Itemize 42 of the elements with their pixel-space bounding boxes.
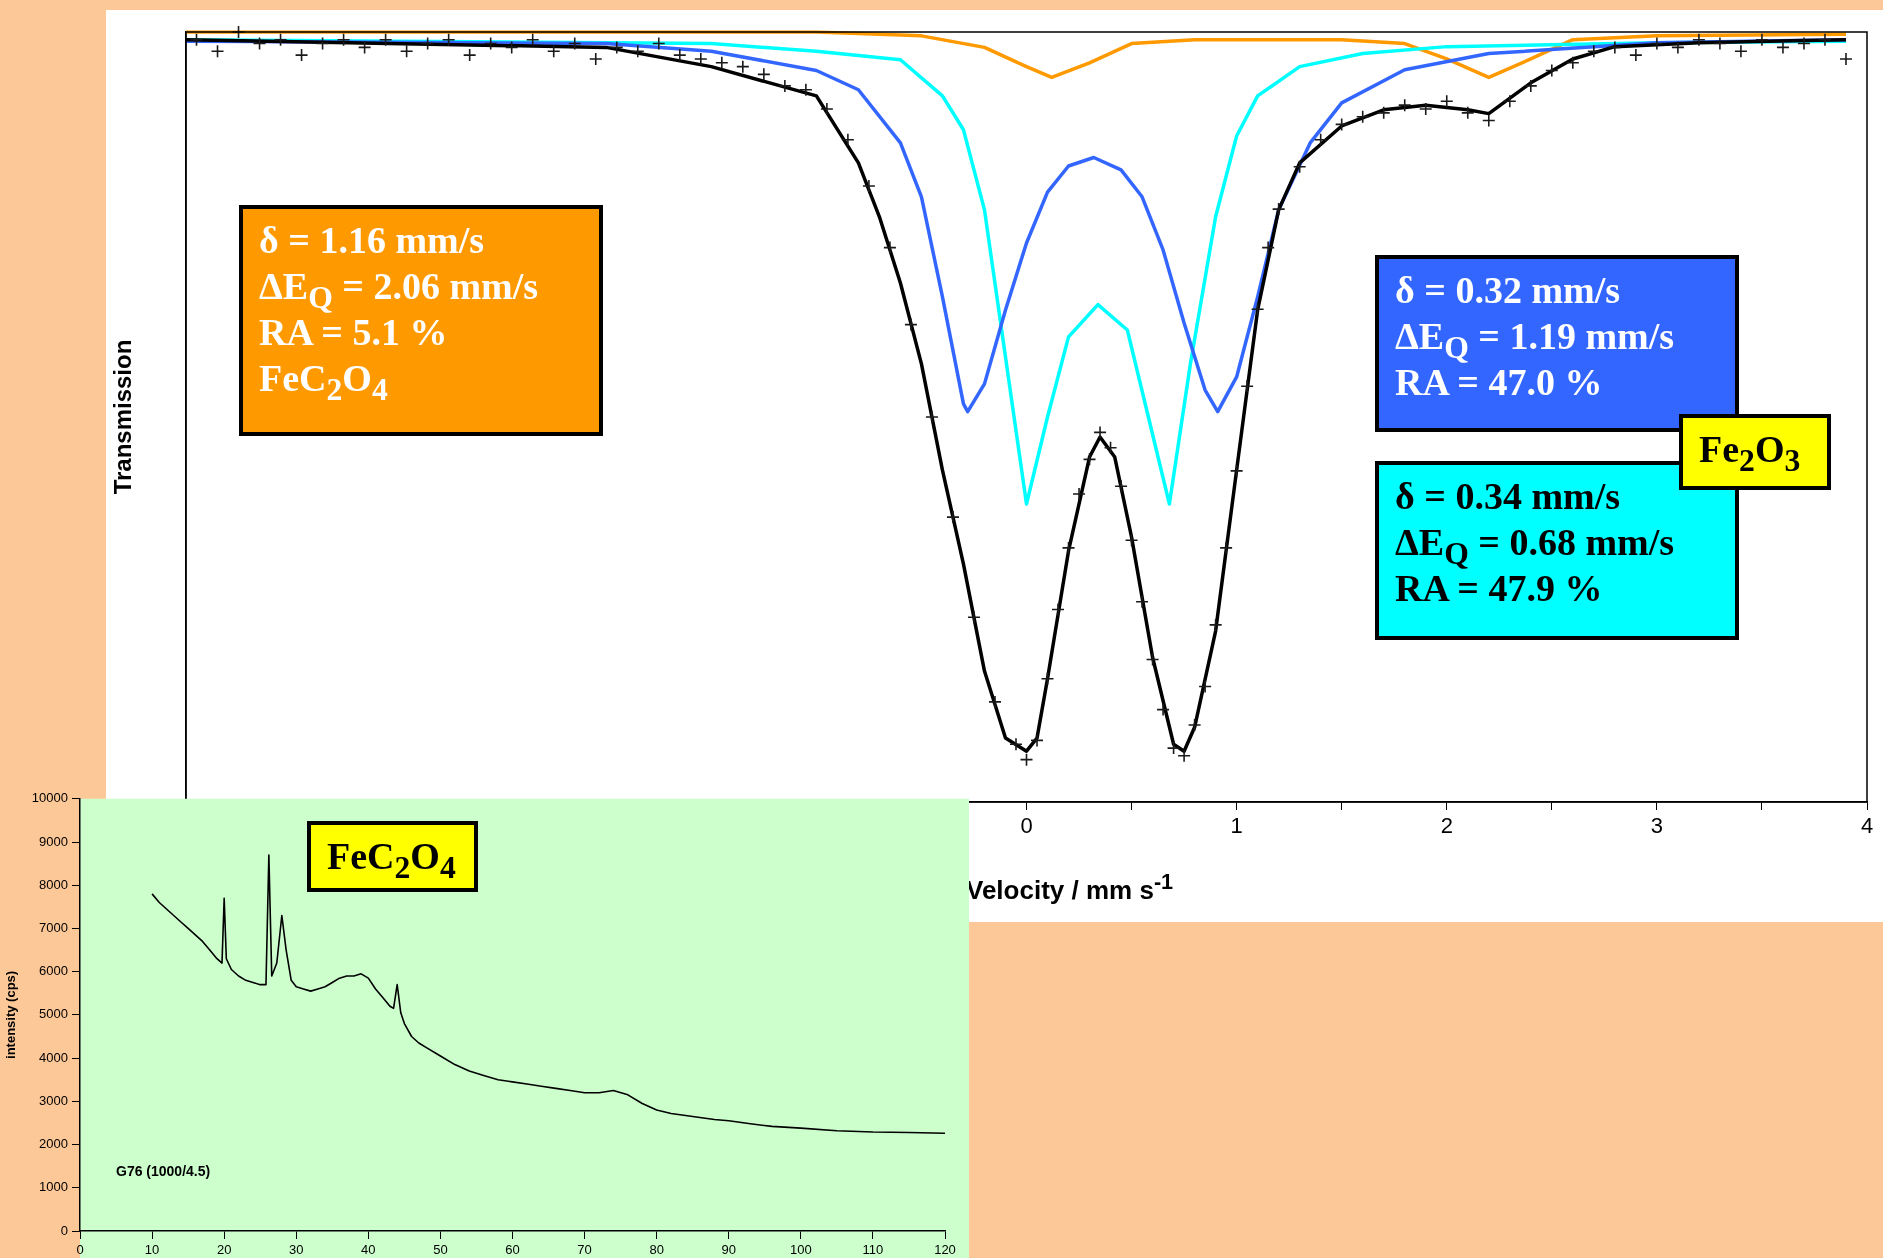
- y-tick-label: 10000: [31, 790, 68, 806]
- y-axis-title: intensity (cps): [3, 970, 19, 1059]
- annotation: δ = 0.32 mm/s: [1395, 268, 1622, 313]
- x-tick-label: 50: [433, 1242, 448, 1258]
- x-tick-label: 100: [789, 1242, 812, 1258]
- x-tick-label: 3: [1650, 813, 1663, 839]
- x-tick-label: 120: [934, 1242, 956, 1258]
- annotation: FeC$_{2}$O$_{4}$: [327, 834, 457, 885]
- y-tick-label: 3000: [39, 1092, 68, 1108]
- x-tick-label: 80: [649, 1242, 664, 1258]
- annotation: ΔE$_{Q}$ = 0.68 mm/s: [1395, 520, 1676, 571]
- x-tick-label: 4: [1860, 813, 1874, 839]
- y-tick-label: 7000: [39, 920, 68, 936]
- x-tick-label: 0: [76, 1242, 84, 1258]
- x-tick-label: 2: [1440, 813, 1453, 839]
- y-tick-label: 1000: [39, 1179, 68, 1195]
- x-tick-label: 20: [216, 1242, 232, 1258]
- x-axis-title: Velocity / mm s$^{-1}$: [966, 869, 1174, 906]
- annotation: δ = 1.16 mm/s: [259, 218, 486, 263]
- y-tick-label: 9000: [39, 833, 68, 849]
- annotation: G76 (1000/4.5): [116, 1163, 211, 1179]
- annotation: ΔE$_{Q}$ = 2.06 mm/s: [259, 264, 540, 315]
- y-tick-label: 5000: [39, 1006, 68, 1022]
- y-tick-label: 0: [60, 1222, 68, 1238]
- y-tick-label: 2000: [39, 1136, 68, 1152]
- annotation: Fe$_{2}$O$_{3}$: [1699, 427, 1802, 478]
- annotation: δ = 0.34 mm/s: [1395, 474, 1622, 519]
- y-tick-label: 4000: [39, 1049, 68, 1065]
- x-tick-label: 60: [505, 1242, 520, 1258]
- x-tick-label: 1: [1230, 813, 1243, 839]
- x-tick-label: 0: [1020, 813, 1033, 839]
- x-tick-label: 110: [862, 1242, 884, 1258]
- y-tick-label: 8000: [39, 876, 68, 892]
- x-tick-label: 70: [577, 1242, 592, 1258]
- y-tick-label: 6000: [39, 963, 68, 979]
- annotation: ΔE$_{Q}$ = 1.19 mm/s: [1395, 314, 1676, 365]
- x-tick-label: 90: [721, 1242, 736, 1258]
- x-tick-label: 10: [144, 1242, 160, 1258]
- x-tick-label: 40: [361, 1242, 376, 1258]
- y-axis-title: Transmission: [109, 339, 137, 495]
- annotation: FeC$_{2}$O$_{4}$: [259, 356, 389, 407]
- x-tick-label: 30: [289, 1242, 304, 1258]
